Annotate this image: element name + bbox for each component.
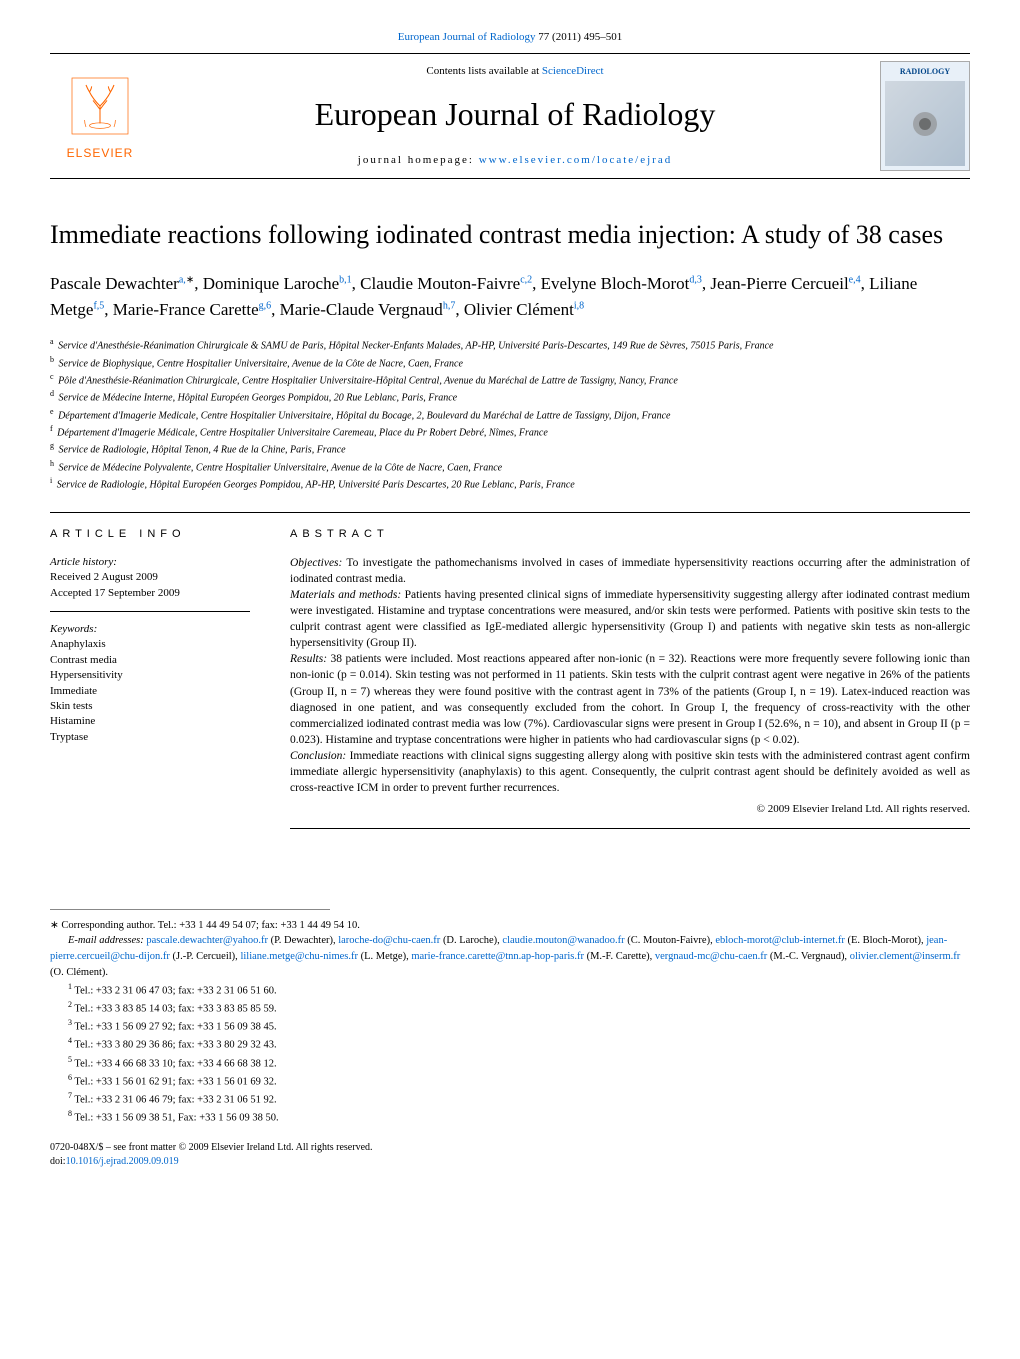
keyword: Tryptase xyxy=(50,730,250,745)
keyword: Anaphylaxis xyxy=(50,637,250,652)
abstract-body: Objectives: To investigate the pathomech… xyxy=(290,555,970,829)
journal-name: European Journal of Radiology xyxy=(160,92,870,137)
article-info: article info Article history: Received 2… xyxy=(50,527,250,828)
tel-footnote: 2 Tel.: +33 3 83 85 14 03; fax: +33 3 83… xyxy=(68,999,970,1017)
issn-line: 0720-048X/$ – see front matter © 2009 El… xyxy=(50,1141,970,1155)
tel-footnote: 1 Tel.: +33 2 31 06 47 03; fax: +33 2 31… xyxy=(68,981,970,999)
email-addresses: E-mail addresses: pascale.dewachter@yaho… xyxy=(50,933,970,980)
conclusion-label: Conclusion: xyxy=(290,750,346,762)
running-head-cite: 77 (2011) 495–501 xyxy=(536,31,623,43)
elsevier-logo: ELSEVIER xyxy=(50,61,150,171)
results-text: 38 patients were included. Most reaction… xyxy=(290,653,970,745)
email-who: (P. Dewachter), xyxy=(268,935,338,946)
article-history: Article history: Received 2 August 2009 … xyxy=(50,555,250,612)
elsevier-text: ELSEVIER xyxy=(67,145,134,162)
received-date: Received 2 August 2009 xyxy=(50,570,250,585)
affiliations: a Service d'Anesthésie-Réanimation Chiru… xyxy=(50,336,970,492)
email-who: (M.-C. Vergnaud), xyxy=(767,951,849,962)
doi-line: doi:10.1016/j.ejrad.2009.09.019 xyxy=(50,1155,970,1169)
cover-thumb-title: RADIOLOGY xyxy=(900,66,950,77)
email-link[interactable]: pascale.dewachter@yahoo.fr xyxy=(146,935,268,946)
contents-prefix: Contents lists available at xyxy=(426,65,541,77)
affiliation: c Pôle d'Anesthésie-Réanimation Chirurgi… xyxy=(50,371,970,388)
objectives-text: To investigate the pathomechanisms invol… xyxy=(290,557,970,585)
homepage-link[interactable]: www.elsevier.com/locate/ejrad xyxy=(479,154,673,166)
results-label: Results: xyxy=(290,653,327,665)
email-who: (D. Laroche), xyxy=(440,935,502,946)
affiliation: f Département d'Imagerie Médicale, Centr… xyxy=(50,423,970,440)
email-link[interactable]: marie-france.carette@tnn.ap-hop-paris.fr xyxy=(411,951,584,962)
doi-prefix: doi: xyxy=(50,1156,66,1167)
keyword: Skin tests xyxy=(50,699,250,714)
affiliation: i Service de Radiologie, Hôpital Europée… xyxy=(50,475,970,492)
email-who: (E. Bloch-Morot), xyxy=(845,935,926,946)
tel-footnote: 7 Tel.: +33 2 31 06 46 79; fax: +33 2 31… xyxy=(68,1090,970,1108)
tel-footnote: 3 Tel.: +33 1 56 09 27 92; fax: +33 1 56… xyxy=(68,1017,970,1035)
running-head: European Journal of Radiology 77 (2011) … xyxy=(50,30,970,45)
running-head-link[interactable]: European Journal of Radiology xyxy=(398,31,536,43)
mm-label: Materials and methods: xyxy=(290,589,401,601)
abstract-head: abstract xyxy=(290,527,970,542)
email-link[interactable]: liliane.metge@chu-nimes.fr xyxy=(240,951,358,962)
email-who: (J.-P. Cercueil), xyxy=(170,951,241,962)
email-who: (L. Metge), xyxy=(358,951,411,962)
email-link[interactable]: claudie.mouton@wanadoo.fr xyxy=(502,935,624,946)
tel-footnote: 4 Tel.: +33 3 80 29 36 86; fax: +33 3 80… xyxy=(68,1035,970,1053)
keyword: Contrast media xyxy=(50,653,250,668)
email-label: E-mail addresses: xyxy=(68,935,144,946)
keywords-label: Keywords: xyxy=(50,622,250,637)
contents-line: Contents lists available at ScienceDirec… xyxy=(160,64,870,79)
footnote-rule xyxy=(50,909,330,916)
affiliation: e Département d'Imagerie Medicale, Centr… xyxy=(50,406,970,423)
accepted-date: Accepted 17 September 2009 xyxy=(50,586,250,601)
masthead: ELSEVIER Contents lists available at Sci… xyxy=(50,53,970,179)
tel-footnote: 5 Tel.: +33 4 66 68 33 10; fax: +33 4 66… xyxy=(68,1054,970,1072)
info-abstract-row: article info Article history: Received 2… xyxy=(50,512,970,828)
cover-thumb-image xyxy=(885,81,965,166)
sciencedirect-link[interactable]: ScienceDirect xyxy=(542,65,604,77)
email-link[interactable]: laroche-do@chu-caen.fr xyxy=(338,935,440,946)
history-label: Article history: xyxy=(50,555,250,570)
objectives-label: Objectives: xyxy=(290,557,342,569)
email-who: (O. Clément). xyxy=(50,967,108,978)
abstract-copyright: © 2009 Elsevier Ireland Ltd. All rights … xyxy=(290,802,970,817)
tel-footnote: 6 Tel.: +33 1 56 01 62 91; fax: +33 1 56… xyxy=(68,1072,970,1090)
article-title: Immediate reactions following iodinated … xyxy=(50,219,970,252)
homepage-prefix: journal homepage: xyxy=(358,154,479,166)
article-info-head: article info xyxy=(50,527,250,542)
footer: 0720-048X/$ – see front matter © 2009 El… xyxy=(50,1141,970,1169)
footnotes: ∗ Corresponding author. Tel.: +33 1 44 4… xyxy=(50,918,970,1127)
doi-link[interactable]: 10.1016/j.ejrad.2009.09.019 xyxy=(66,1156,179,1167)
keyword: Histamine xyxy=(50,714,250,729)
email-link[interactable]: olivier.clement@inserm.fr xyxy=(850,951,961,962)
masthead-center: Contents lists available at ScienceDirec… xyxy=(150,54,880,178)
keyword: Hypersensitivity xyxy=(50,668,250,683)
affiliation: h Service de Médecine Polyvalente, Centr… xyxy=(50,458,970,475)
corresponding-author: ∗ Corresponding author. Tel.: +33 1 44 4… xyxy=(50,918,970,934)
author-list: Pascale Dewachtera,∗, Dominique Larocheb… xyxy=(50,271,970,322)
elsevier-tree-icon xyxy=(65,71,135,141)
homepage-line: journal homepage: www.elsevier.com/locat… xyxy=(160,153,870,168)
journal-cover-thumb: RADIOLOGY xyxy=(880,61,970,171)
email-who: (C. Mouton-Faivre), xyxy=(625,935,716,946)
abstract: abstract Objectives: To investigate the … xyxy=(290,527,970,828)
email-who: (M.-F. Carette), xyxy=(584,951,655,962)
affiliation: a Service d'Anesthésie-Réanimation Chiru… xyxy=(50,336,970,353)
email-link[interactable]: ebloch-morot@club-internet.fr xyxy=(715,935,845,946)
keywords-block: Keywords: AnaphylaxisContrast mediaHyper… xyxy=(50,622,250,745)
keyword: Immediate xyxy=(50,684,250,699)
affiliation: d Service de Médecine Interne, Hôpital E… xyxy=(50,388,970,405)
affiliation: b Service de Biophysique, Centre Hospita… xyxy=(50,354,970,371)
conclusion-text: Immediate reactions with clinical signs … xyxy=(290,750,970,794)
tel-footnote: 8 Tel.: +33 1 56 09 38 51, Fax: +33 1 56… xyxy=(68,1108,970,1126)
email-link[interactable]: vergnaud-mc@chu-caen.fr xyxy=(655,951,767,962)
affiliation: g Service de Radiologie, Hôpital Tenon, … xyxy=(50,440,970,457)
